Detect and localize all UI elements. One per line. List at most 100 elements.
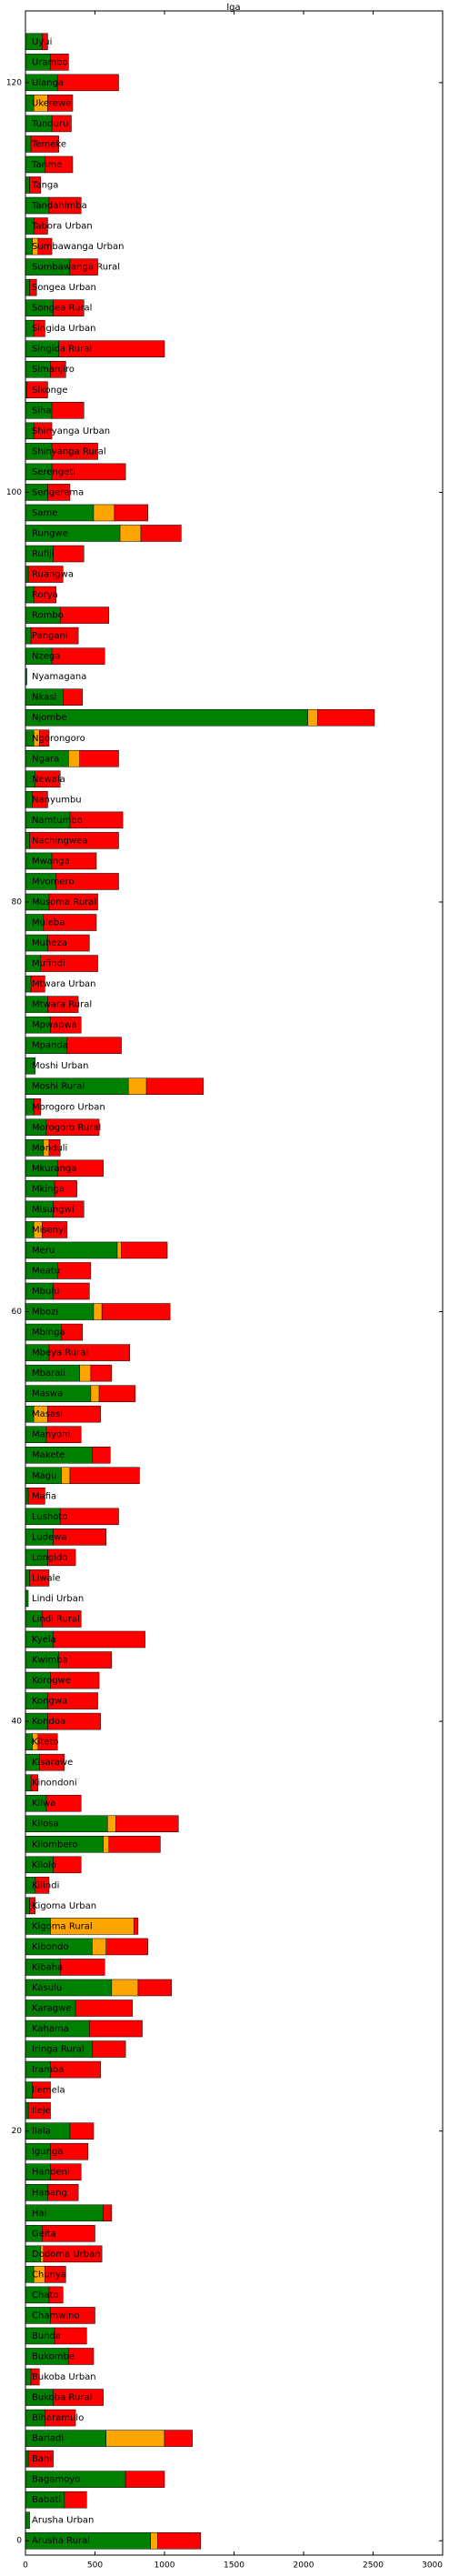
category-label: Mpwapwa [32, 1020, 77, 1030]
category-label: Ukerewe [32, 98, 71, 108]
bar-segment [42, 2225, 95, 2242]
bar-segment [37, 1733, 58, 1750]
bar-segment [317, 708, 375, 727]
category-label: Nzega [32, 652, 60, 662]
category-label: Kongwa [32, 1697, 67, 1707]
bar-segment [58, 340, 165, 357]
bar-segment [30, 626, 79, 645]
bar-segment [150, 2531, 158, 2550]
y-tick-label: 80 [12, 897, 23, 907]
bar-segment [48, 196, 82, 215]
category-label: Bukombe [32, 2351, 75, 2361]
bar-segment [60, 1959, 105, 1976]
category-label: Mufindi [32, 959, 65, 969]
bar-segment [47, 95, 74, 112]
category-label: Newala [32, 775, 65, 785]
bar-segment [47, 1712, 101, 1730]
bar-segment [29, 1897, 35, 1915]
bar-segment [32, 2081, 51, 2099]
category-label: Mpanda [32, 1041, 68, 1051]
category-label: Kilwa [32, 1799, 55, 1809]
category-label: Sumbawanga Rural [32, 263, 120, 273]
bar-segment [39, 729, 50, 747]
bar-segment [30, 1774, 39, 1791]
category-label: Nachingwea [32, 836, 87, 846]
category-label: Geita [32, 2229, 56, 2239]
bar-segment [115, 1815, 179, 1833]
category-label: Sumbawanga Urban [32, 242, 124, 252]
bar-segment [27, 2450, 54, 2468]
category-label: Mbozi [32, 1308, 58, 1318]
category-label: Chamwino [32, 2310, 80, 2320]
bar-segment [39, 1753, 65, 1771]
bar-segment [27, 566, 64, 583]
bar-segment [43, 2245, 103, 2263]
category-label: Misenyi [32, 1225, 66, 1235]
category-label: Ulanga [32, 78, 64, 88]
category-label: Singida Urban [32, 324, 96, 334]
category-label: Sengerema [32, 487, 84, 497]
category-label: Nyamagana [32, 672, 86, 682]
bar-segment [45, 1118, 100, 1137]
x-tick-label: 2000 [294, 2561, 314, 2571]
bar-segment [90, 1364, 113, 1382]
bar-segment [53, 1856, 82, 1874]
bar-segment [145, 1078, 205, 1095]
category-label: Tandahimba [31, 201, 87, 211]
bar-segment [30, 975, 45, 993]
category-label: Ilemela [32, 2086, 65, 2096]
category-label: Ludewa [32, 1532, 67, 1542]
category-label: Mafia [32, 1491, 56, 1501]
category-label: Karagwe [32, 2003, 71, 2013]
category-label: Morogoro Rural [32, 1123, 101, 1133]
category-label: Mwanga [32, 857, 70, 867]
category-label: Pangani [32, 631, 68, 641]
category-label: Morogoro Urban [32, 1102, 105, 1112]
category-label: Mbarali [32, 1368, 65, 1378]
category-label: Iringa Rural [32, 2045, 85, 2055]
category-label: Monduli [32, 1143, 67, 1153]
bar-segment [33, 319, 45, 337]
bar-segment [48, 893, 98, 911]
bar-segment [103, 2204, 113, 2222]
category-label: Urambo [32, 57, 68, 67]
bar-segment [50, 1671, 100, 1689]
bar-segment [48, 1139, 61, 1157]
category-label: Chato [32, 2290, 59, 2300]
bar-segment [54, 1180, 77, 1198]
category-label: Lushoto [32, 1512, 67, 1522]
bar-segment [45, 2266, 66, 2283]
category-label: Ilala [32, 2127, 51, 2137]
bar-segment [27, 1488, 45, 1505]
category-label: Meru [32, 1246, 55, 1256]
bar-segment [164, 2430, 193, 2447]
category-label: Kigoma Urban [32, 1901, 96, 1911]
category-label: Kasulu [32, 1983, 62, 1993]
bar-segment [103, 1836, 110, 1853]
bar-segment [140, 525, 182, 542]
category-label: Babati [32, 2495, 61, 2505]
category-label: Mvomero [32, 877, 75, 887]
category-label: Handeni [32, 2168, 70, 2178]
bar-segment [64, 2491, 87, 2509]
category-label: Nkasi [32, 693, 56, 703]
bar-segment [33, 1098, 42, 1116]
category-label: Kinondoni [32, 1779, 77, 1789]
bar-segment [92, 1446, 111, 1464]
category-label: Uyui [32, 37, 52, 47]
y-tick-label: 60 [12, 1308, 23, 1317]
bar-segment [33, 217, 48, 235]
bar-segment [93, 504, 115, 522]
bar-segment [56, 1159, 104, 1178]
category-label: Lindi Urban [32, 1594, 84, 1604]
bar-segment [47, 934, 90, 952]
category-label: Mbinga [32, 1328, 65, 1338]
bar-segment [53, 299, 85, 316]
bar-segment [66, 1037, 122, 1054]
bar-segment [42, 33, 48, 51]
category-label: Nanyumbu [32, 795, 82, 805]
bar-segment [69, 2122, 95, 2140]
category-label: Korogwe [32, 1676, 71, 1686]
category-label: Dodoma Urban [32, 2250, 101, 2260]
